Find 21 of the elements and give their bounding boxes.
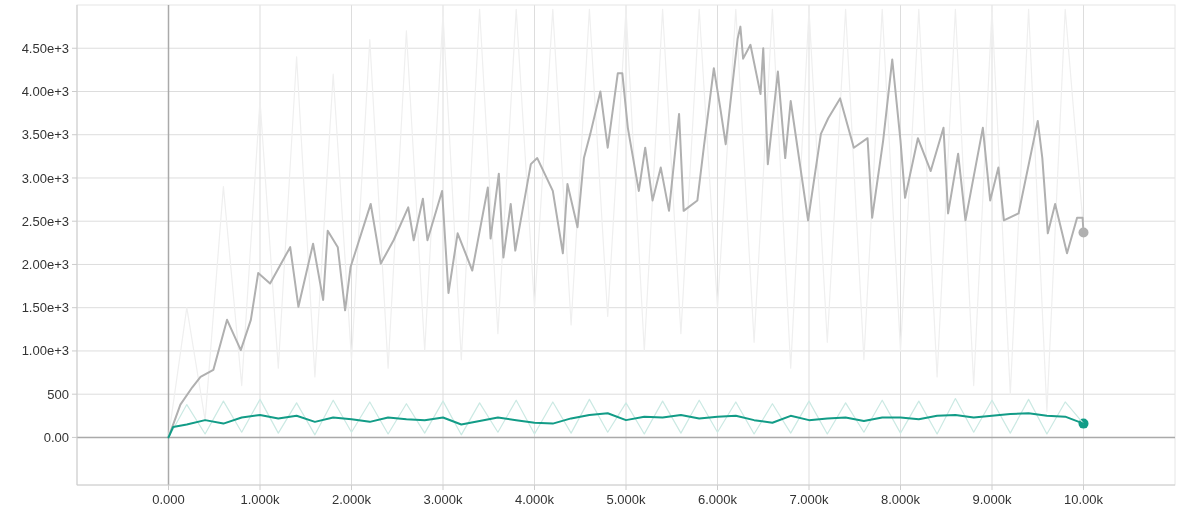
x-tick-label: 4.000k [514, 492, 555, 507]
x-tick-label: 3.000k [423, 492, 464, 507]
x-tick-label: 2.000k [331, 492, 372, 507]
x-tick-label: 8.000k [880, 492, 921, 507]
x-tick-label: 10.00k [1063, 492, 1104, 507]
x-tick-label: 9.000k [972, 492, 1013, 507]
y-tick-label: 4.50e+3 [21, 40, 69, 56]
x-tick-label: 0.000 [152, 492, 185, 507]
y-tick-label: 2.50e+3 [21, 213, 69, 229]
x-tick-label: 5.000k [606, 492, 647, 507]
y-tick-label: 1.50e+3 [21, 300, 69, 316]
y-tick-label: 3.00e+3 [21, 170, 69, 186]
y-tick-label: 4.00e+3 [21, 84, 69, 100]
x-tick-label: 6.000k [697, 492, 738, 507]
y-tick-label: 500 [47, 386, 69, 402]
x-tick-label: 7.000k [789, 492, 830, 507]
y-tick-label: 1.00e+3 [21, 343, 69, 359]
x-tick-label: 1.000k [240, 492, 281, 507]
y-tick-label: 3.50e+3 [21, 127, 69, 143]
y-tick-label: 2.00e+3 [21, 257, 69, 273]
y-tick-label: 0.00 [43, 429, 69, 445]
